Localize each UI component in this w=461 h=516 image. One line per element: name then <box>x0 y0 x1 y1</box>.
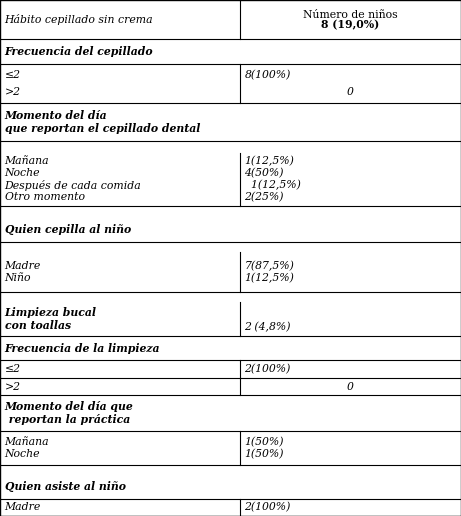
Text: 2 (4,8%): 2 (4,8%) <box>244 321 291 332</box>
Text: >2: >2 <box>5 381 21 392</box>
Text: Mañana
Noche
Después de cada comida
Otro momento: Mañana Noche Después de cada comida Otro… <box>5 156 142 202</box>
Text: 8(100%): 8(100%) <box>244 70 291 80</box>
Text: Mañana
Noche: Mañana Noche <box>5 437 49 459</box>
Text: ≤2: ≤2 <box>5 70 21 80</box>
Text: Número de niños: Número de niños <box>303 10 398 20</box>
Text: 8 (19,0%): 8 (19,0%) <box>321 19 379 30</box>
Text: 2(100%): 2(100%) <box>244 502 291 512</box>
Text: Madre
Niño: Madre Niño <box>5 262 41 283</box>
Text: Hábito cepillado sin crema: Hábito cepillado sin crema <box>5 14 153 25</box>
Text: 1(12,5%)
4(50%)
  1(12,5%)
2(25%): 1(12,5%) 4(50%) 1(12,5%) 2(25%) <box>244 156 301 202</box>
Text: 0: 0 <box>347 87 354 97</box>
Text: Quien cepilla al niño: Quien cepilla al niño <box>5 224 131 235</box>
Text: Frecuencia de la limpieza: Frecuencia de la limpieza <box>5 343 160 354</box>
Text: Quien asiste al niño: Quien asiste al niño <box>5 481 125 492</box>
Text: ≤2: ≤2 <box>5 364 21 374</box>
Text: Madre: Madre <box>5 502 41 512</box>
Text: Momento del día que
 reportan la práctica: Momento del día que reportan la práctica <box>5 401 133 425</box>
Text: 2(100%): 2(100%) <box>244 364 291 374</box>
Text: 7(87,5%)
1(12,5%): 7(87,5%) 1(12,5%) <box>244 261 294 283</box>
Text: >2: >2 <box>5 87 21 97</box>
Text: 1(50%)
1(50%): 1(50%) 1(50%) <box>244 437 284 459</box>
Text: Momento del día
que reportan el cepillado dental: Momento del día que reportan el cepillad… <box>5 110 200 134</box>
Text: Frecuencia del cepillado: Frecuencia del cepillado <box>5 46 153 57</box>
Text: Limpieza bucal
con toallas: Limpieza bucal con toallas <box>5 308 97 331</box>
Text: 0: 0 <box>347 381 354 392</box>
